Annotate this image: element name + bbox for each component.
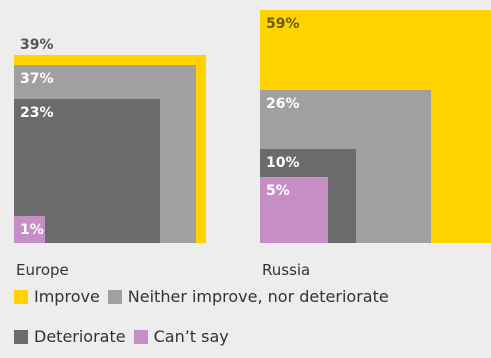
chart: 39% 37% 23% 1% Europe 59% 26% 10% 5% Russia — [0, 0, 491, 290]
legend-item-can-t-say: Can’t say — [134, 327, 229, 346]
legend-label-neither-improve-nor-deteriorate: Neither improve, nor deteriorate — [128, 287, 389, 306]
legend-label-deteriorate: Deteriorate — [34, 327, 126, 346]
value-label-europe-neither-improve-nor-deteriorate: 37% — [20, 71, 54, 87]
value-label-russia-neither-improve-nor-deteriorate: 26% — [266, 96, 300, 112]
legend-item-improve: Improve — [14, 287, 100, 306]
category-label-europe: Europe — [16, 261, 69, 279]
legend-row: Improve Neither improve, nor deteriorate — [14, 287, 397, 306]
legend-label-can-t-say: Can’t say — [154, 327, 229, 346]
value-label-russia-deteriorate: 10% — [266, 155, 300, 171]
value-label-russia-improve: 59% — [266, 16, 300, 32]
legend-swatch-deteriorate — [14, 330, 28, 344]
value-label-europe-can-t-say: 1% — [20, 222, 44, 238]
legend-item-neither-improve-nor-deteriorate: Neither improve, nor deteriorate — [108, 287, 389, 306]
legend-label-improve: Improve — [34, 287, 100, 306]
legend-swatch-neither-improve-nor-deteriorate — [108, 290, 122, 304]
category-label-russia: Russia — [262, 261, 310, 279]
legend-swatch-can-t-say — [134, 330, 148, 344]
value-label-europe-deteriorate: 23% — [20, 105, 54, 121]
value-label-russia-can-t-say: 5% — [266, 183, 290, 199]
legend-item-deteriorate: Deteriorate — [14, 327, 126, 346]
legend-swatch-improve — [14, 290, 28, 304]
legend-row: Deteriorate Can’t say — [14, 327, 237, 346]
value-label-europe-improve: 39% — [20, 37, 54, 53]
